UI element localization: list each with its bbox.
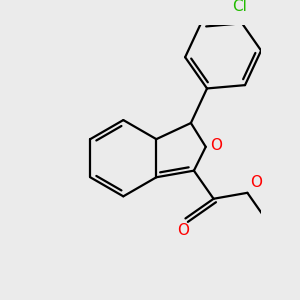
Text: O: O: [210, 138, 222, 153]
Text: Cl: Cl: [232, 0, 247, 14]
Text: O: O: [177, 223, 189, 238]
Text: O: O: [250, 175, 262, 190]
